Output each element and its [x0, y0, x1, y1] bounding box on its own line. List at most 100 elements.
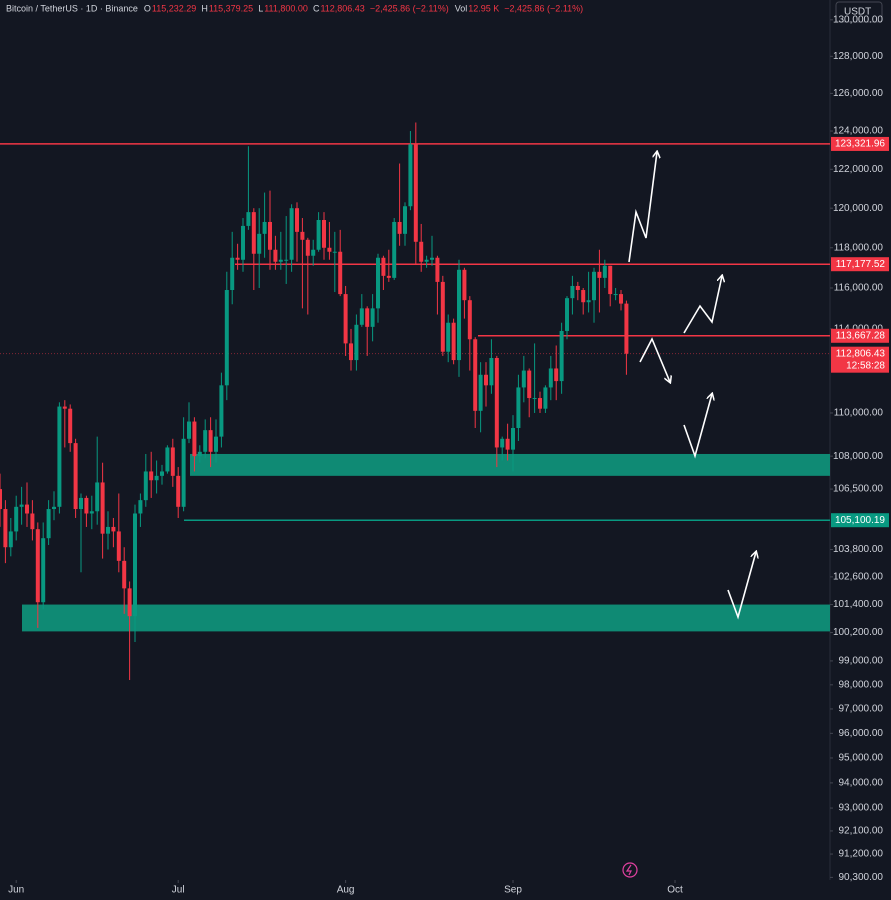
candle-body — [278, 259, 283, 262]
support-zone — [190, 453, 830, 476]
icon-bolt — [625, 864, 632, 876]
candle-body — [122, 560, 127, 589]
flash-icon[interactable] — [622, 862, 638, 878]
button-box — [835, 1, 883, 23]
y-tick-label: 96,000.00 — [839, 728, 884, 739]
y-tick-label: 90,300.00 — [839, 872, 884, 883]
candle-body — [354, 324, 359, 361]
y-tick-label: 102,600.00 — [833, 572, 883, 583]
candle-body — [57, 406, 62, 507]
icon-ring — [622, 862, 638, 878]
candle-body — [527, 370, 532, 399]
candle-body — [370, 308, 375, 327]
plot-area — [0, 122, 830, 681]
candle-body — [505, 438, 510, 450]
candle-body — [570, 285, 575, 299]
level-label-box — [831, 328, 889, 343]
candle-body — [30, 513, 35, 530]
y-tick-label: 103,800.00 — [833, 544, 883, 555]
candle-body — [413, 144, 418, 242]
candle-body — [543, 387, 548, 409]
header-label: −2,425.86 (−2.11%) — [370, 3, 449, 13]
currency-button[interactable]: USDT — [835, 1, 883, 23]
candle-body — [273, 249, 278, 262]
header-value: 112,806.43 — [320, 3, 364, 13]
candle-body — [0, 489, 2, 510]
header-label: H — [201, 3, 208, 13]
candle-body — [235, 257, 240, 260]
level-label-box — [831, 257, 889, 272]
candle-body — [176, 475, 181, 507]
header-label: L — [258, 3, 263, 13]
candle-body — [8, 531, 13, 548]
candle-body — [316, 219, 321, 250]
arrow — [727, 552, 756, 620]
candle-body — [257, 233, 262, 254]
y-tick-label: 95,000.00 — [839, 753, 884, 764]
candle-body — [19, 504, 24, 507]
candle-body — [619, 294, 624, 304]
candle-body — [532, 398, 537, 400]
y-tick-label: 99,000.00 — [839, 656, 884, 667]
candle-body — [538, 398, 543, 409]
candle-body — [338, 251, 343, 295]
x-tick-label: Jul — [172, 885, 185, 896]
header-label: Bitcoin / TetherUS · 1D · Binance — [6, 3, 138, 13]
candle-body — [305, 239, 310, 256]
candle-body — [376, 257, 381, 309]
candle-body — [489, 357, 494, 386]
candle-body — [608, 265, 613, 295]
candle-body — [516, 387, 521, 428]
candle-body — [386, 275, 391, 278]
candle-body — [241, 225, 246, 260]
y-tick-label: 93,000.00 — [839, 803, 884, 814]
candle-body — [408, 144, 413, 207]
candle-body — [624, 303, 629, 354]
candle-body — [89, 511, 94, 514]
candle-body — [586, 300, 591, 303]
candle-body — [365, 308, 370, 327]
candle-body — [457, 269, 462, 361]
level-label: 123,321.96 — [835, 139, 885, 150]
candle-body — [197, 451, 202, 457]
y-tick-label: 98,000.00 — [839, 679, 884, 690]
candle-body — [251, 212, 256, 254]
header-value: 115,379.25 — [209, 3, 253, 13]
candle-body — [133, 513, 138, 617]
candle-body — [208, 430, 213, 452]
x-tick-label: Aug — [337, 885, 355, 896]
level-label: 113,667.28 — [836, 330, 886, 341]
candle-body — [62, 406, 67, 409]
candle-body — [95, 482, 100, 512]
candle-body — [494, 357, 499, 448]
button-label: USDT — [844, 7, 871, 18]
header-label: O — [144, 3, 151, 13]
arrow — [683, 276, 722, 334]
candle-body — [149, 471, 154, 481]
arrow — [628, 152, 657, 263]
candle-body — [268, 221, 273, 250]
candle-body — [349, 343, 354, 361]
candle-body — [246, 212, 251, 226]
x-tick-label: Jun — [8, 885, 24, 896]
candle-body — [500, 438, 505, 448]
candle-body — [381, 257, 386, 276]
candle-body — [52, 506, 57, 510]
candle-body — [392, 221, 397, 278]
level-label-box — [831, 513, 889, 528]
candle-body — [111, 526, 116, 532]
arrow — [683, 394, 712, 459]
candle-body — [289, 208, 294, 260]
y-tick-label: 124,000.00 — [833, 126, 883, 137]
candle-body — [143, 471, 148, 501]
candle-body — [46, 509, 51, 539]
candle-body — [602, 265, 607, 278]
candle-body — [187, 421, 192, 439]
candle-body — [575, 285, 580, 291]
y-tick-label: 126,000.00 — [833, 88, 883, 99]
candle-body — [35, 529, 40, 603]
candle-body — [359, 308, 364, 325]
countdown-label: 12:58:28 — [846, 360, 885, 371]
